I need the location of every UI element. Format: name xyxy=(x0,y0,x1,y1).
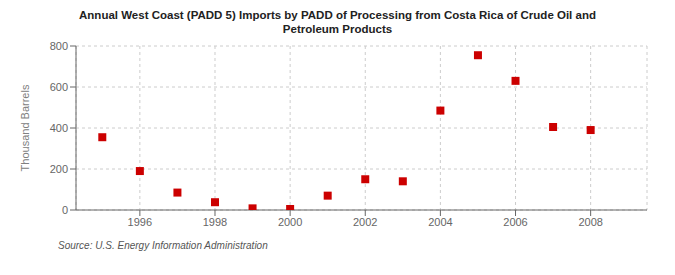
svg-text:2006: 2006 xyxy=(503,216,527,228)
html-text:Source: U.S. Energy Informatio: Source: U.S. Energy Information Administ… xyxy=(58,240,268,251)
svg-text:1998: 1998 xyxy=(203,216,227,228)
svg-text:800: 800 xyxy=(50,40,68,52)
svg-text:Thousand Barrels: Thousand Barrels xyxy=(19,84,31,171)
svg-text:200: 200 xyxy=(50,163,68,175)
html-text:Annual West Coast (PADD 5) Imp: Annual West Coast (PADD 5) Imports by PA… xyxy=(79,9,596,21)
svg-text:2000: 2000 xyxy=(278,216,302,228)
svg-text:600: 600 xyxy=(50,81,68,93)
svg-text:2004: 2004 xyxy=(428,216,452,228)
svg-text:0: 0 xyxy=(62,204,68,216)
svg-text:2002: 2002 xyxy=(353,216,377,228)
svg-text:2008: 2008 xyxy=(578,216,602,228)
svg-text:1996: 1996 xyxy=(128,216,152,228)
html-text:Petroleum Products: Petroleum Products xyxy=(282,23,393,35)
svg-text:400: 400 xyxy=(50,122,68,134)
